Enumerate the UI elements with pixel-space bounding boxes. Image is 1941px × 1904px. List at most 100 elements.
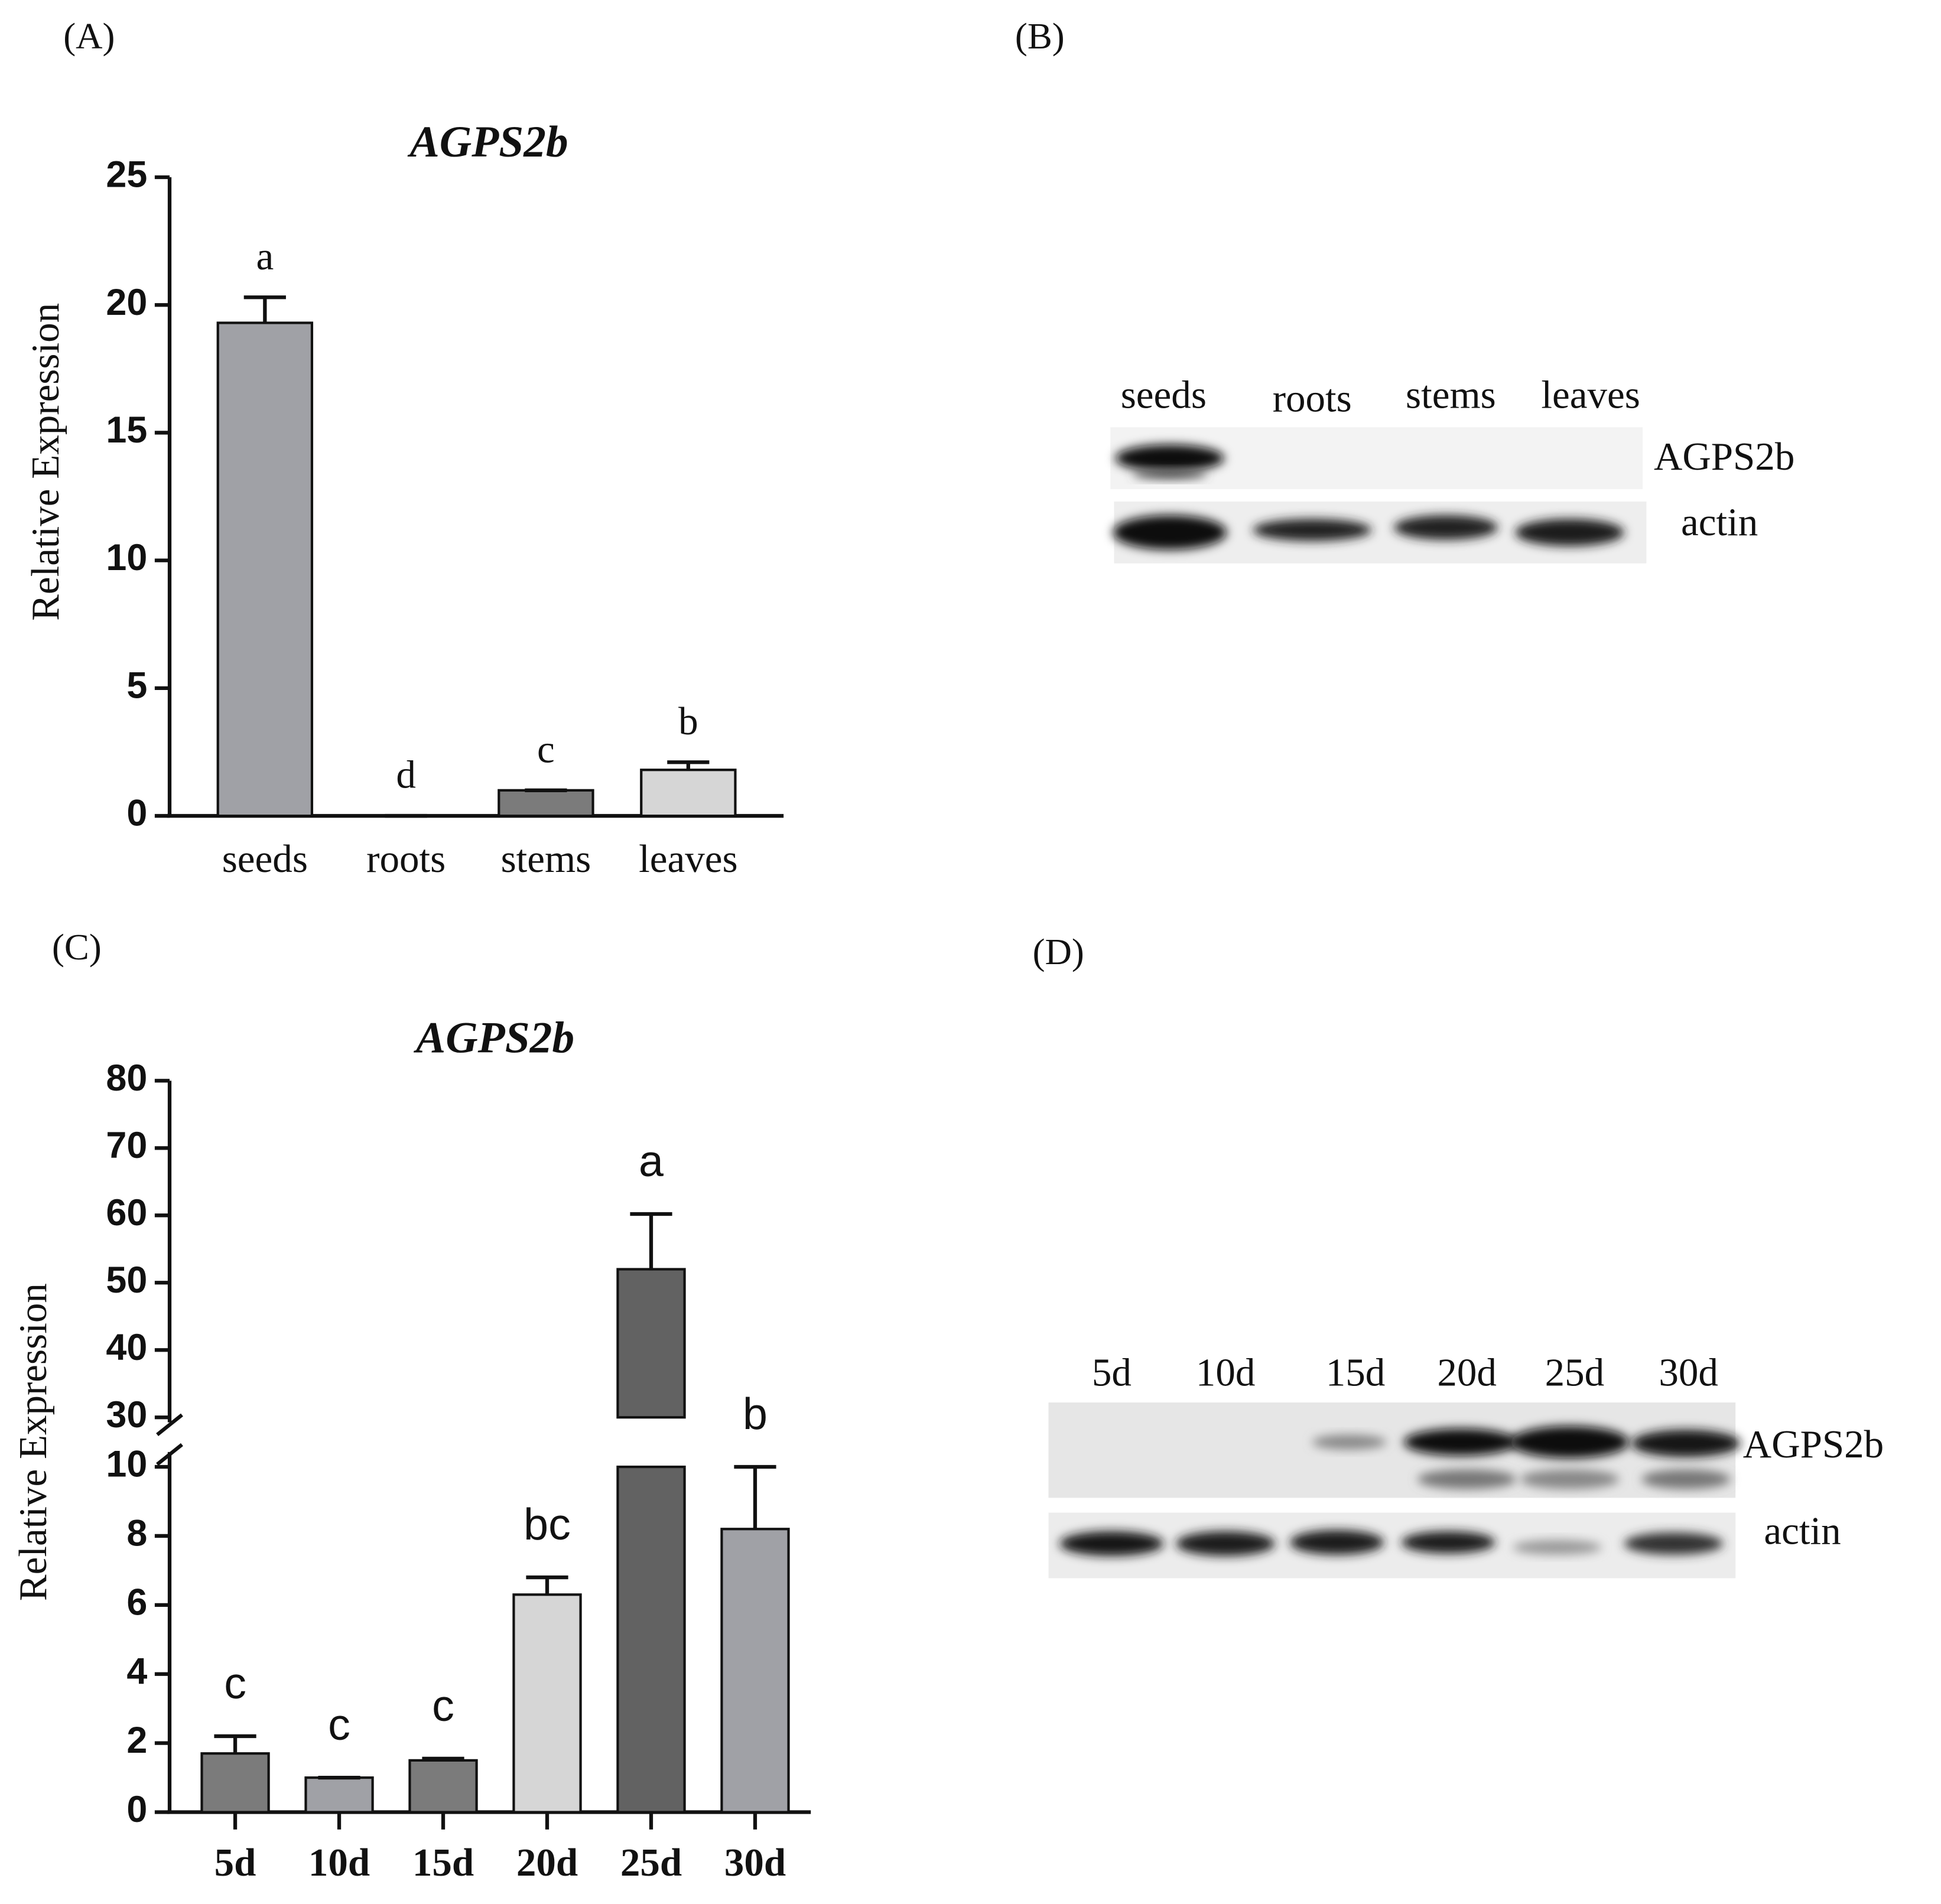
y-tick-label: 10 [106,1444,147,1485]
band [1515,519,1624,546]
band [1513,1540,1602,1555]
band [1510,1425,1630,1459]
y-tick-label: 15 [106,409,147,451]
lane-label: 15d [1326,1350,1386,1394]
lane-label: 30d [1659,1350,1718,1394]
x-tick-label: stems [501,837,591,881]
band [1393,515,1498,540]
band-label: actin [1764,1509,1841,1553]
lane-label: roots [1273,376,1352,421]
y-tick-label: 80 [106,1057,147,1099]
y-axis-label: Relative Expression [11,1283,55,1601]
significance-letter: c [537,727,555,771]
bar [720,1528,790,1814]
bar [512,1593,582,1814]
error-bar [526,1575,568,1595]
blot-d: 5d 10d 15d 20d 25d 30d AGPS2b actin [1048,1350,1884,1578]
bar [200,1752,270,1814]
significance-letter: a [639,1136,664,1186]
band [1401,1531,1495,1554]
y-tick-label: 0 [126,793,147,834]
significance-letter: d [396,753,416,797]
band [1624,1532,1724,1555]
y-tick-label: 25 [106,154,147,196]
y-tick-label: 4 [126,1651,147,1692]
chart-title: AGPS2b [414,1014,574,1063]
lane-label: 10d [1196,1350,1256,1394]
x-tick-label: roots [366,837,446,881]
y-tick-label: 20 [106,282,147,323]
band [1176,1531,1275,1556]
y-tick-label: 2 [126,1720,147,1761]
y-tick-label: 0 [126,1789,147,1830]
x-tick-label: 25d [620,1840,682,1885]
x-tick-label: 5d [214,1840,256,1885]
y-axis-label: Relative Expression [23,303,67,621]
bar-chart: AGPS2b Relative Expression 0 5 10 15 20 25 a seed… [23,118,784,881]
lane-label: 25d [1545,1350,1605,1394]
blot-strip [1048,1402,1736,1498]
bar [616,1268,686,1419]
band [1132,469,1207,480]
band [1059,1531,1164,1556]
lane-label: 5d [1092,1350,1132,1394]
error-bar [734,1464,776,1529]
significance-letter: b [678,699,698,743]
y-tick-label: 8 [126,1513,147,1554]
bar [498,789,594,818]
band [1520,1469,1620,1489]
y-tick-label: 5 [126,665,147,706]
band [1417,1469,1517,1489]
significance-letter: bc [524,1499,571,1549]
lane-label: seeds [1121,372,1207,416]
lane-label: leaves [1541,372,1640,416]
lane-label: 20d [1437,1350,1497,1394]
significance-letter: c [224,1658,246,1708]
error-bar [630,1212,672,1270]
chart-title: AGPS2b [407,118,568,167]
bar [616,1465,686,1814]
y-tick-label: 40 [106,1327,147,1368]
band [1290,1529,1384,1555]
significance-letter: c [432,1681,454,1730]
axis-break [156,1413,183,1437]
y-tick-label: 60 [106,1192,147,1233]
panel-label: (D) [1033,931,1084,972]
band-label: AGPS2b [1654,434,1794,479]
bar [304,1776,374,1814]
bar-chart: AGPS2b Relative Expression 0 2 4 6 8 10 30 40 50 60… [11,1014,811,1885]
y-tick-label: 6 [126,1581,147,1623]
x-tick-label: 15d [412,1840,474,1885]
error-bar [422,1756,464,1761]
band [1641,1469,1731,1489]
error-bar [214,1734,256,1754]
x-tick-label: 20d [516,1840,578,1885]
band [1631,1430,1741,1457]
band [1253,519,1372,541]
band-label: actin [1681,500,1758,544]
panel-label: (A) [63,15,115,57]
y-tick-label: 70 [106,1125,147,1166]
band-label: AGPS2b [1743,1422,1884,1466]
error-bar [243,295,286,323]
blot-b: seeds roots stems leaves AGPS2b actin [1110,372,1794,564]
x-tick-label: leaves [639,837,737,881]
x-tick-label: seeds [222,837,308,881]
significance-letter: c [328,1700,350,1749]
band [1113,515,1227,550]
bar [408,1759,478,1814]
significance-letter: a [256,234,274,278]
y-tick-label: 10 [106,537,147,578]
panel-label: (B) [1015,15,1065,57]
band [1403,1428,1518,1456]
axis-break [156,1443,183,1466]
significance-letter: b [743,1389,768,1438]
band [1115,444,1224,472]
x-tick-label: 30d [724,1840,786,1885]
panel-label: (C) [52,926,102,968]
bar [216,321,314,818]
error-bar [667,760,710,770]
bar [640,769,737,818]
x-tick-label: 10d [308,1840,370,1885]
